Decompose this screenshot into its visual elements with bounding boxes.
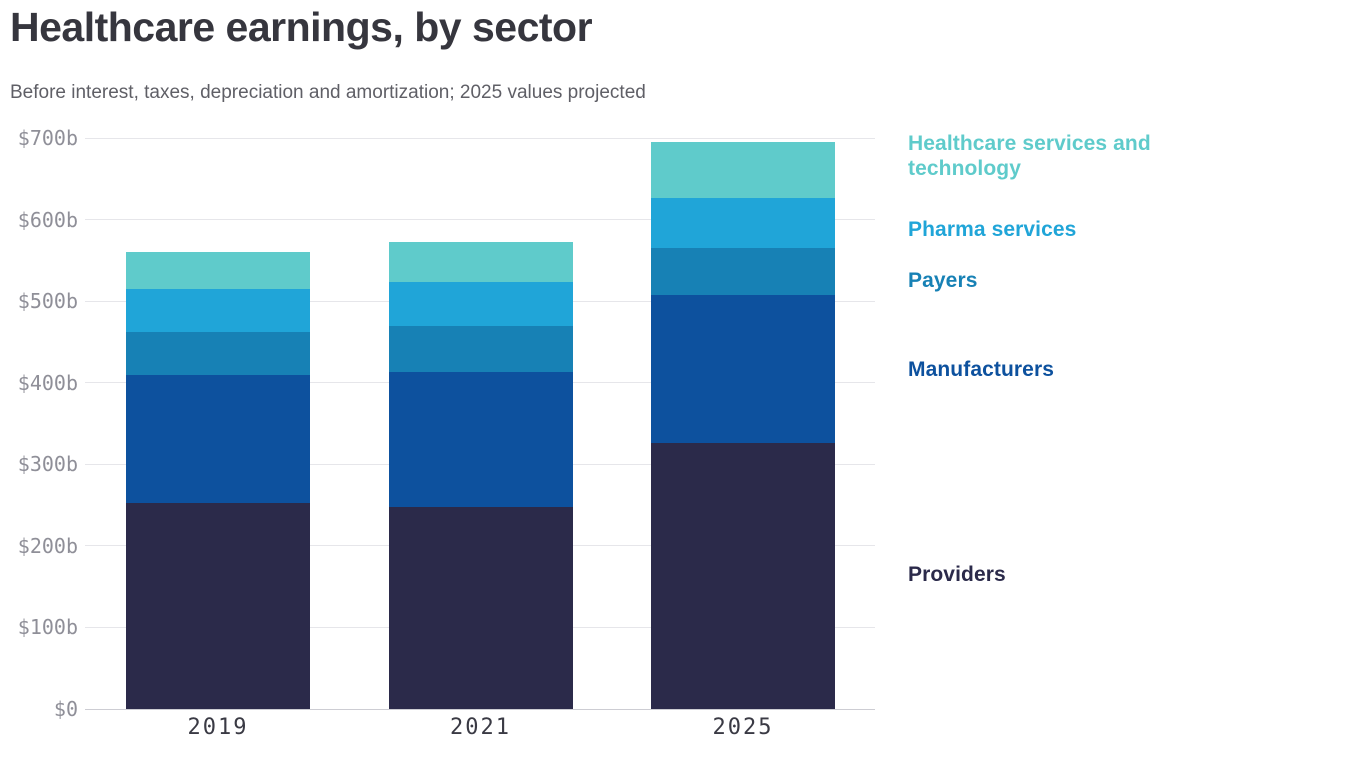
y-axis-tick-label: $0 xyxy=(53,697,78,721)
y-axis-tick-label: $300b xyxy=(17,452,78,477)
y-axis-tick-label: $700b xyxy=(17,126,78,150)
y-axis-tick-label: $600b xyxy=(17,207,78,232)
x-axis-category-label: 2019 xyxy=(187,715,249,740)
bar-2025-segment-payers xyxy=(651,248,835,295)
y-axis-tick-label: $100b xyxy=(17,615,78,640)
bar-2021-segment-providers xyxy=(388,506,573,709)
legend-item-manufacturers: Manufacturers xyxy=(908,358,1055,381)
bar-2019-segment-manufacturers xyxy=(126,375,310,503)
chart-title: Healthcare earnings, by sector xyxy=(10,4,593,50)
bar-2021-segment-healthcare-services-and-technology xyxy=(388,241,573,282)
legend-item-payers: Payers xyxy=(908,269,978,292)
bar-2021-segment-pharma-services xyxy=(388,281,573,327)
bar-2025-segment-healthcare-services-and-technology xyxy=(651,142,835,199)
bar-2025-segment-providers xyxy=(651,443,835,709)
x-axis-baseline xyxy=(85,708,875,710)
bar-2021-segment-manufacturers xyxy=(388,372,573,507)
bar-2019-segment-pharma-services xyxy=(126,288,310,333)
y-axis-tick-label: $500b xyxy=(17,289,78,314)
legend-item-pharma-services: Pharma services xyxy=(908,218,1077,241)
gridline xyxy=(85,219,875,221)
y-axis-tick-label: $400b xyxy=(17,370,78,395)
x-axis-category-label: 2025 xyxy=(712,715,774,740)
legend-item-healthcare-services-and-technology: Healthcare services and technology xyxy=(908,132,1151,180)
bar-2019-segment-payers xyxy=(126,332,310,376)
bar-2025-segment-pharma-services xyxy=(651,198,835,249)
gridline xyxy=(85,137,875,139)
legend-item-providers: Providers xyxy=(908,563,1006,586)
chart-subtitle: Before interest, taxes, depreciation and… xyxy=(10,82,646,103)
bar-2025-segment-manufacturers xyxy=(651,294,835,444)
bar-2019-segment-providers xyxy=(126,502,310,709)
x-axis-category-label: 2021 xyxy=(450,715,511,740)
bar-2021-segment-payers xyxy=(388,326,573,373)
y-axis-tick-label: $200b xyxy=(17,533,78,558)
bar-2019-segment-healthcare-services-and-technology xyxy=(126,252,310,289)
